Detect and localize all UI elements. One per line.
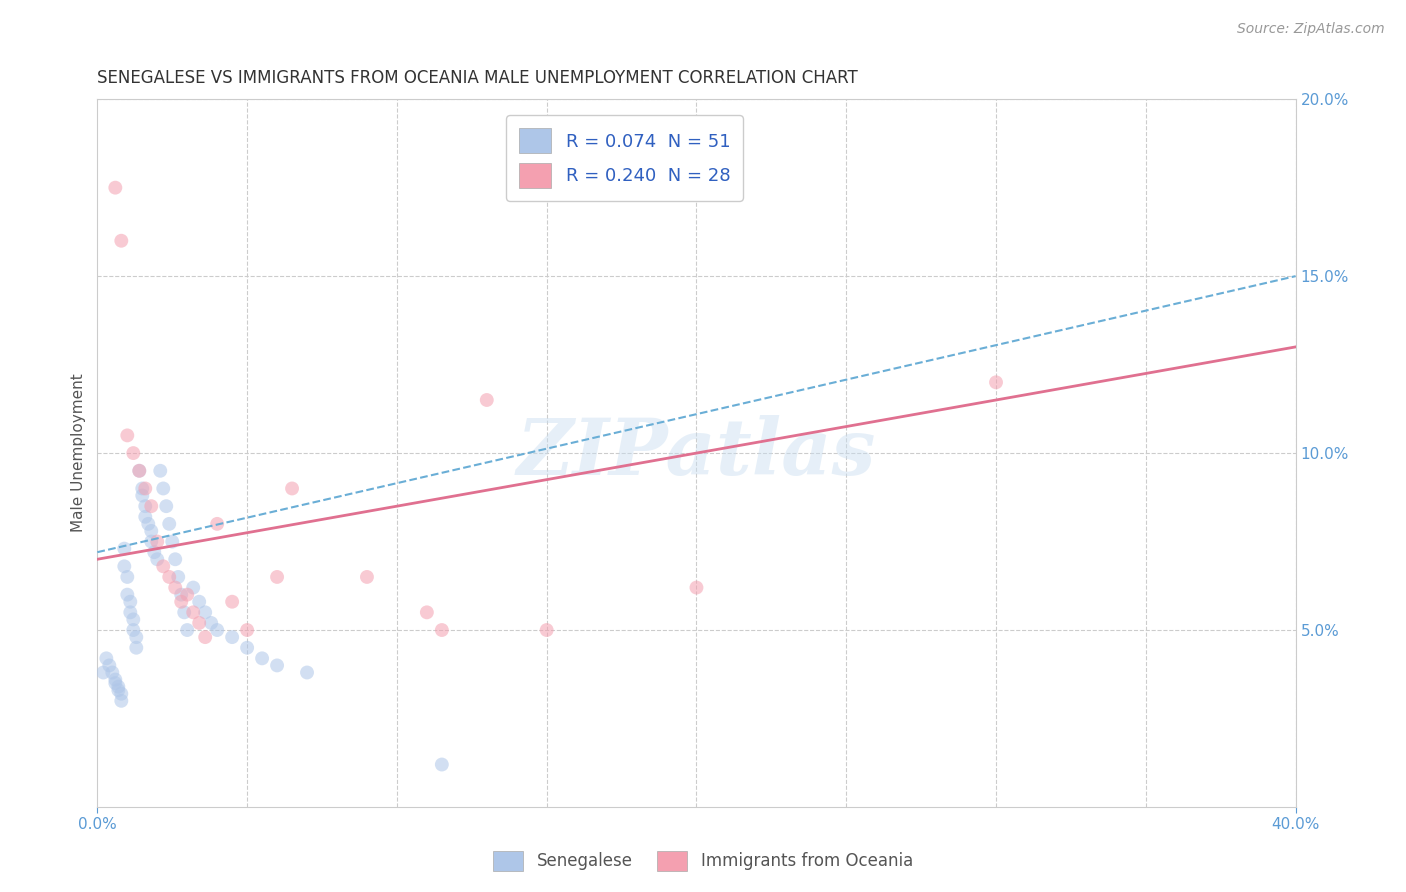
Point — [101, 665, 124, 680]
Point — [165, 581, 187, 595]
Point — [173, 605, 195, 619]
Point — [165, 552, 187, 566]
Point — [221, 630, 243, 644]
Point — [143, 545, 166, 559]
Point — [205, 516, 228, 531]
Point — [120, 605, 142, 619]
Point — [170, 595, 193, 609]
Point — [131, 482, 153, 496]
Point — [98, 658, 121, 673]
Legend: Senegalese, Immigrants from Oceania: Senegalese, Immigrants from Oceania — [485, 842, 921, 880]
Point — [112, 559, 135, 574]
Point — [200, 615, 222, 630]
Point — [181, 605, 204, 619]
Text: ZIPatlas: ZIPatlas — [517, 415, 876, 491]
Point — [141, 499, 163, 513]
Point — [128, 464, 150, 478]
Y-axis label: Male Unemployment: Male Unemployment — [72, 374, 86, 533]
Point — [188, 615, 211, 630]
Point — [188, 595, 211, 609]
Text: Source: ZipAtlas.com: Source: ZipAtlas.com — [1237, 22, 1385, 37]
Point — [104, 676, 127, 690]
Point — [146, 534, 169, 549]
Point — [356, 570, 378, 584]
Point — [295, 665, 318, 680]
Point — [107, 680, 129, 694]
Point — [221, 595, 243, 609]
Point — [120, 595, 142, 609]
Point — [430, 623, 453, 637]
Point — [134, 499, 156, 513]
Point — [536, 623, 558, 637]
Point — [205, 623, 228, 637]
Point — [141, 534, 163, 549]
Point — [430, 757, 453, 772]
Text: SENEGALESE VS IMMIGRANTS FROM OCEANIA MALE UNEMPLOYMENT CORRELATION CHART: SENEGALESE VS IMMIGRANTS FROM OCEANIA MA… — [97, 69, 858, 87]
Point — [266, 570, 288, 584]
Legend: R = 0.074  N = 51, R = 0.240  N = 28: R = 0.074 N = 51, R = 0.240 N = 28 — [506, 115, 742, 201]
Point — [128, 464, 150, 478]
Point — [984, 376, 1007, 390]
Point — [157, 570, 180, 584]
Point — [117, 428, 139, 442]
Point — [149, 464, 172, 478]
Point — [157, 516, 180, 531]
Point — [122, 446, 145, 460]
Point — [266, 658, 288, 673]
Point — [176, 588, 198, 602]
Point — [93, 665, 115, 680]
Point — [122, 623, 145, 637]
Point — [122, 612, 145, 626]
Point — [250, 651, 273, 665]
Point — [146, 552, 169, 566]
Point — [112, 541, 135, 556]
Point — [416, 605, 439, 619]
Point — [194, 630, 217, 644]
Point — [152, 482, 174, 496]
Point — [152, 559, 174, 574]
Point — [96, 651, 118, 665]
Point — [117, 588, 139, 602]
Point — [170, 588, 193, 602]
Point — [117, 570, 139, 584]
Point — [131, 489, 153, 503]
Point — [134, 509, 156, 524]
Point — [155, 499, 177, 513]
Point — [162, 534, 184, 549]
Point — [104, 180, 127, 194]
Point — [104, 673, 127, 687]
Point — [125, 630, 148, 644]
Point — [110, 687, 132, 701]
Point — [194, 605, 217, 619]
Point — [236, 640, 259, 655]
Point — [281, 482, 304, 496]
Point — [181, 581, 204, 595]
Point — [176, 623, 198, 637]
Point — [107, 683, 129, 698]
Point — [136, 516, 159, 531]
Point — [475, 392, 498, 407]
Point — [134, 482, 156, 496]
Point — [685, 581, 707, 595]
Point — [110, 694, 132, 708]
Point — [141, 524, 163, 538]
Point — [167, 570, 190, 584]
Point — [125, 640, 148, 655]
Point — [236, 623, 259, 637]
Point — [110, 234, 132, 248]
